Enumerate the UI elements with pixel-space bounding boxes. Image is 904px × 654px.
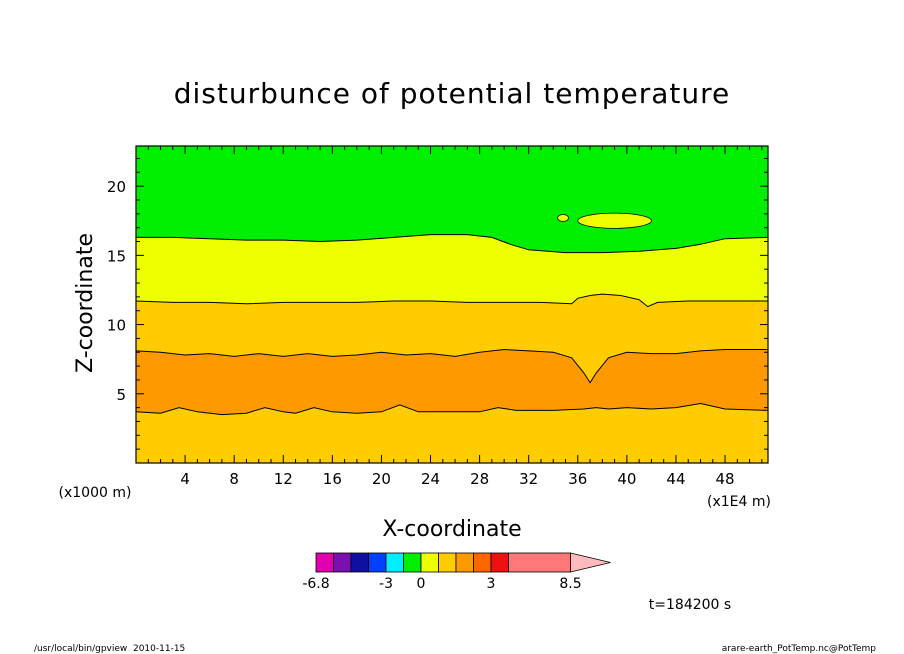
- colorbar-cell: [455, 552, 474, 573]
- y-tick-label: 20: [107, 178, 126, 196]
- contour-line-2: [135, 348, 768, 384]
- time-label: t=184200 s: [649, 597, 731, 613]
- colorbar-cell: [385, 552, 404, 573]
- contour-line-4: [136, 234, 769, 254]
- footer-program-info: /usr/local/bin/gpview 2010-11-15: [34, 644, 185, 654]
- colorbar-cell: [333, 552, 352, 573]
- colorbar-label: 3: [487, 576, 496, 592]
- colorbar-label: -6.8: [302, 576, 329, 592]
- x-tick-label: 24: [421, 470, 440, 488]
- x-tick-label: 48: [716, 470, 735, 488]
- x-tick-label: 16: [323, 470, 342, 488]
- colorbar-cell: [368, 552, 387, 573]
- colorbar-cell: [315, 552, 334, 573]
- colorbar-cell: [420, 552, 439, 573]
- y-axis-unit: (x1000 m): [59, 485, 132, 501]
- colorbar-cell: [350, 552, 369, 573]
- colorbar-label: -3: [379, 576, 393, 592]
- colorbar-label: 0: [417, 576, 426, 592]
- colorbar: -6.8 -3 0 3 8.5: [302, 552, 611, 592]
- y-tick-label: 15: [107, 247, 126, 265]
- x-tick-label: 4: [180, 470, 190, 488]
- x-tick-label: 8: [229, 470, 239, 488]
- chart-title: disturbunce of potential temperature: [174, 77, 731, 110]
- colorbar-extend-arrow: [570, 552, 611, 573]
- colorbar-cell: [403, 552, 422, 573]
- colorbar-cell: [508, 552, 571, 573]
- contour-line-3: [135, 293, 768, 308]
- footer-file-info: arare-earth_PotTemp.nc@PotTemp: [722, 644, 877, 654]
- x-tick-label: 20: [372, 470, 391, 488]
- x-axis-unit: (x1E4 m): [707, 494, 771, 510]
- colorbar-cell: [438, 552, 457, 573]
- colorbar-cell: [473, 552, 492, 573]
- x-tick-label: 28: [470, 470, 489, 488]
- upper-island: [577, 212, 652, 229]
- x-tick-label: 40: [617, 470, 636, 488]
- small-island: [557, 214, 569, 222]
- x-tick-label: 12: [274, 470, 293, 488]
- x-tick-label: 44: [666, 470, 685, 488]
- plot-frame: [135, 145, 769, 464]
- x-axis-label: X-coordinate: [382, 517, 521, 542]
- x-tick-label: 32: [519, 470, 538, 488]
- contour-line-1: [135, 402, 769, 416]
- colorbar-cell: [490, 552, 509, 573]
- y-tick-label: 10: [107, 317, 126, 335]
- y-tick-label: 5: [116, 386, 126, 404]
- colorbar-label: 8.5: [559, 576, 581, 592]
- x-tick-label: 36: [568, 470, 587, 488]
- y-axis-label: Z-coordinate: [73, 233, 98, 373]
